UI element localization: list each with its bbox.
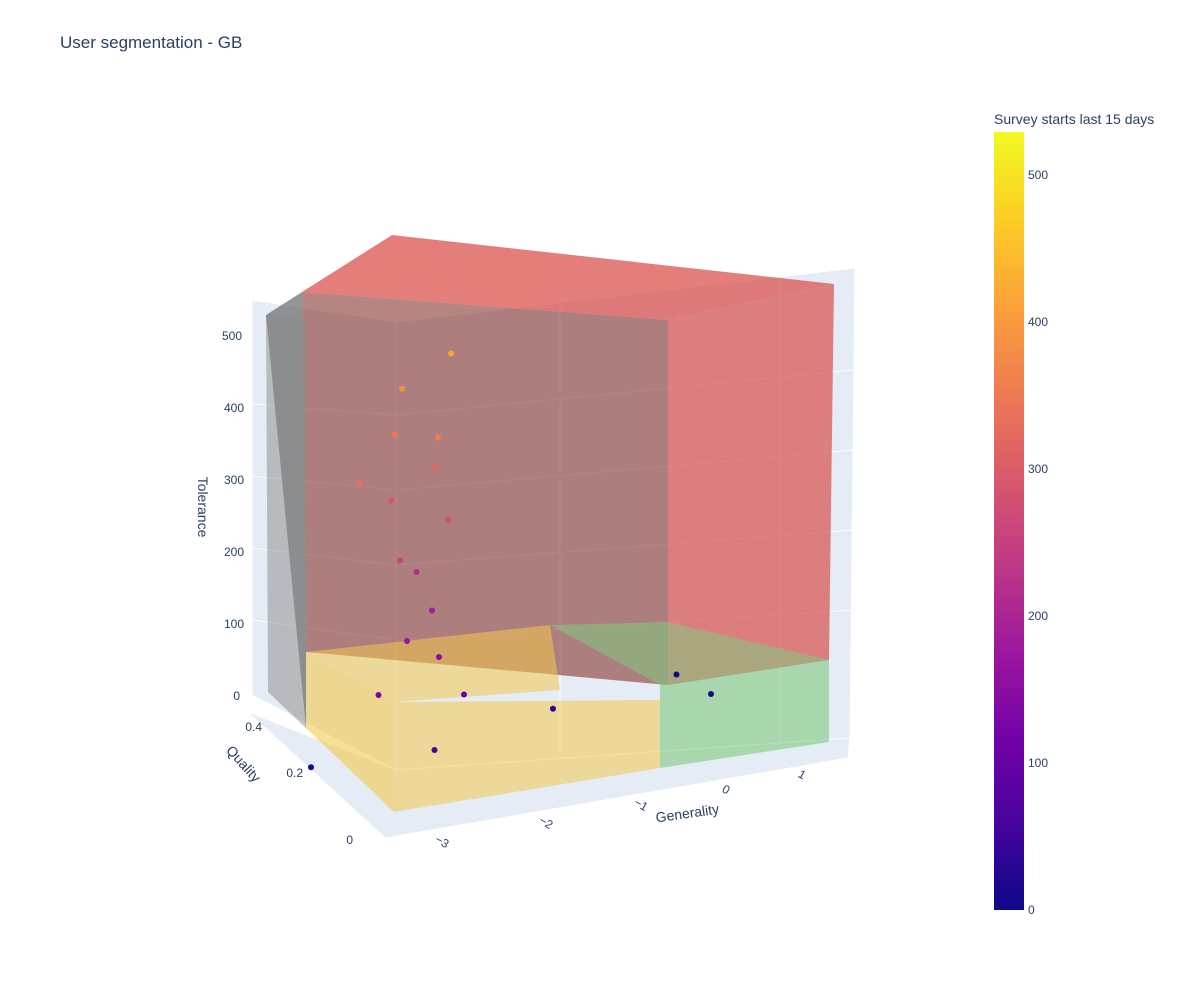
colorbar-tick-500: 500 (1028, 168, 1048, 182)
tolerance-axis-title: Tolerance (195, 477, 211, 538)
tolerance-tick-200: 200 (224, 545, 244, 559)
data-point[interactable] (673, 671, 680, 678)
quality-tick-0.2: 0.2 (286, 766, 303, 780)
data-point[interactable] (397, 557, 403, 564)
segment-green-top (550, 622, 829, 685)
segment-gray-front (266, 315, 306, 728)
colorbar-bar (994, 132, 1024, 910)
segment-boxes (266, 235, 834, 812)
tolerance-tick-500: 500 (222, 329, 242, 343)
data-point[interactable] (431, 747, 438, 753)
quality-axis-title: Quality (223, 742, 264, 785)
colorbar-tick-400: 400 (1028, 315, 1048, 329)
tolerance-tick-400: 400 (224, 401, 244, 415)
data-point[interactable] (375, 692, 382, 698)
data-point[interactable] (399, 385, 406, 392)
data-point[interactable] (392, 431, 398, 438)
data-point[interactable] (432, 465, 439, 471)
colorbar-tick-200: 200 (1028, 609, 1048, 623)
segment-red-top (302, 235, 834, 320)
data-point[interactable] (708, 691, 714, 697)
quality-tick-0.4: 0.4 (245, 720, 262, 734)
generality-tick-0: 0 (720, 782, 733, 798)
colorbar-tick-100: 100 (1028, 756, 1048, 770)
data-point[interactable] (404, 638, 410, 644)
data-points[interactable] (308, 350, 714, 771)
data-point[interactable] (448, 350, 454, 357)
generality-tick-minus3: −3 (433, 832, 452, 851)
colorbar-title: Survey starts last 15 days (994, 111, 1155, 127)
quality-tick-0: 0 (346, 833, 353, 847)
generality-axis-title: Generality (655, 801, 720, 826)
chart-title: User segmentation - GB (60, 33, 243, 52)
tolerance-tick-300: 300 (224, 473, 244, 487)
data-point[interactable] (388, 497, 395, 504)
segment-yellow-front (306, 652, 394, 812)
segment-red-front (302, 292, 668, 685)
segment-red-right (668, 284, 834, 685)
colorbar: 0 100 200 300 400 500 (994, 132, 1048, 917)
generality-tick-minus1: −1 (632, 795, 651, 814)
segment-yellow-floor (394, 700, 660, 812)
colorbar-tick-0: 0 (1028, 903, 1035, 917)
generality-tick-1: 1 (796, 767, 809, 783)
data-point[interactable] (445, 517, 452, 523)
segment-green-front (660, 660, 829, 768)
data-point[interactable] (429, 607, 435, 614)
data-point[interactable] (436, 654, 442, 660)
data-point[interactable] (435, 434, 441, 441)
segment-yellow-top (306, 625, 560, 702)
generality-tick-minus2: −2 (537, 813, 556, 832)
data-point[interactable] (308, 764, 314, 771)
data-point[interactable] (413, 569, 420, 575)
tolerance-tick-100: 100 (224, 617, 244, 631)
data-point[interactable] (356, 480, 363, 487)
data-point[interactable] (550, 705, 556, 712)
tolerance-axis: 0 100 200 300 400 500 Tolerance (195, 329, 244, 703)
tolerance-tick-0: 0 (233, 689, 240, 703)
data-point[interactable] (461, 691, 467, 698)
colorbar-tick-300: 300 (1028, 462, 1048, 476)
